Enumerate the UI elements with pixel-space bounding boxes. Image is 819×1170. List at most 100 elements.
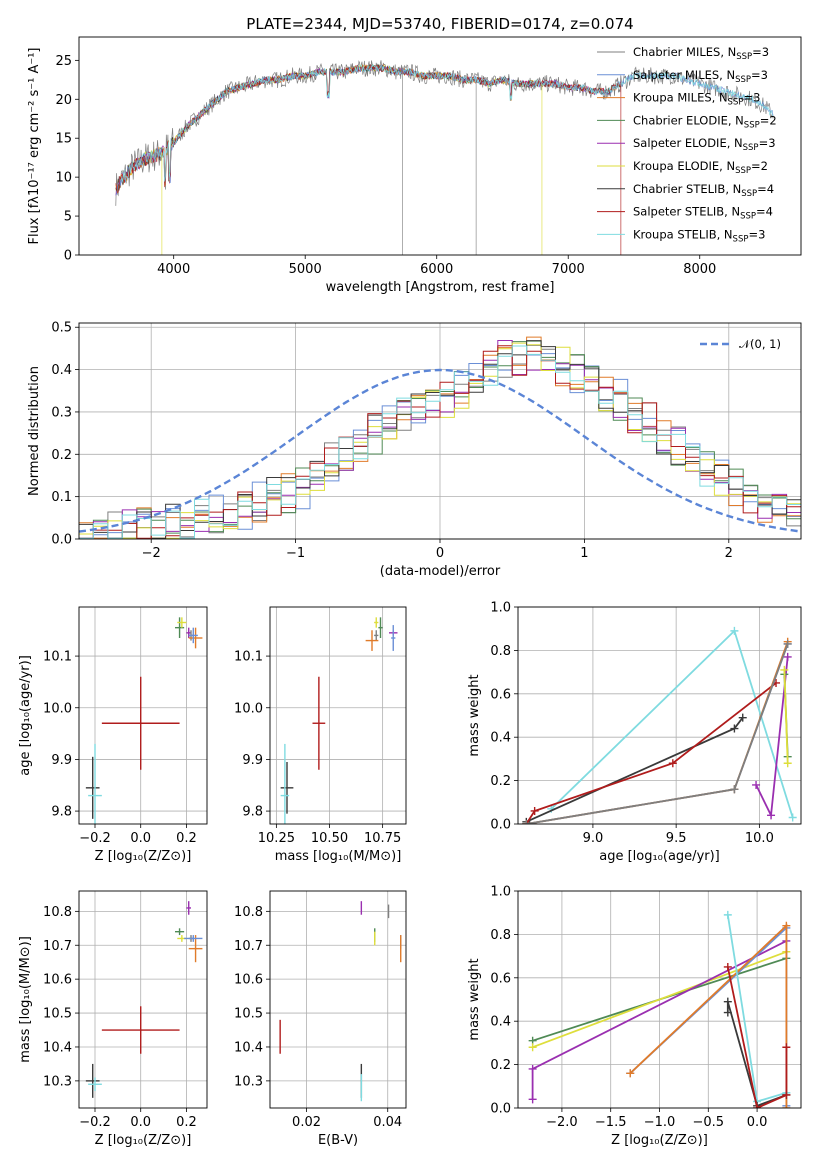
legend-label: 𝒩(0, 1) bbox=[739, 337, 781, 351]
plot-area bbox=[115, 60, 774, 255]
axes-frame bbox=[78, 606, 208, 825]
y-tick-label: 10.1 bbox=[234, 650, 263, 665]
spectrum-title: PLATE=2344, MJD=53740, FIBERID=0174, z=0… bbox=[246, 15, 633, 33]
y-tick-label: 10.3 bbox=[234, 1074, 263, 1089]
weight-marker-salpeter-elodie bbox=[767, 811, 776, 820]
weight-marker-salpeter-elodie bbox=[783, 652, 792, 661]
x-tick-label: −1 bbox=[286, 546, 305, 561]
legend-label: Salpeter STELIB, NSSP=4 bbox=[633, 205, 773, 222]
y-tick-label: 0.0 bbox=[51, 533, 72, 548]
mass-vs-extinction-panel: 0.02 0.04 10.3 10.4 10.5 10.6 10.7 10.8 E(B-V) bbox=[234, 890, 407, 1148]
y-tick-label: 0.2 bbox=[51, 448, 72, 463]
weight-marker-kroupa-stelib bbox=[788, 813, 797, 822]
weight-marker-chabrier-stelib bbox=[723, 997, 732, 1006]
y-axis-label: mass weight bbox=[467, 674, 482, 756]
x-tick-label: 0.02 bbox=[292, 1115, 321, 1130]
y-tick-label: 10 bbox=[55, 171, 72, 186]
weight-marker-salpeter-stelib bbox=[753, 1104, 762, 1108]
weight-marker-chabrier-miles bbox=[783, 639, 792, 648]
legend-suffix: =3 bbox=[748, 227, 765, 241]
legend-subscript: SSP bbox=[743, 143, 759, 153]
y-tick-label: 0.8 bbox=[490, 644, 511, 659]
weight-vs-metallicity-panel: −2.0 −1.5 −1.0 −0.5 0.0 0.0 0.2 0.4 0.6 0.8 1.0 Z [… bbox=[467, 885, 802, 1148]
x-tick-label: −2.0 bbox=[546, 1115, 578, 1130]
y-tick-label: 0.4 bbox=[490, 1015, 511, 1030]
legend-label: Kroupa STELIB, NSSP=3 bbox=[633, 227, 765, 244]
y-tick-label: 9.8 bbox=[242, 805, 263, 820]
x-tick-label: −2 bbox=[142, 546, 161, 561]
legend-label: Salpeter ELODIE, NSSP=3 bbox=[633, 136, 776, 153]
legend-label: Chabrier STELIB, NSSP=4 bbox=[633, 182, 774, 199]
y-tick-label: 10.8 bbox=[43, 905, 72, 920]
x-tick-label: 0.0 bbox=[747, 1115, 768, 1130]
weight-marker-kroupa-miles bbox=[626, 1069, 635, 1078]
y-axis-label: Flux [fλ10⁻¹⁷ erg cm⁻² s⁻¹ A⁻¹] bbox=[27, 48, 42, 245]
weight-marker-salpeter-elodie bbox=[528, 1064, 537, 1073]
x-tick-label: −1.5 bbox=[595, 1115, 627, 1130]
legend-subscript: SSP bbox=[741, 189, 757, 199]
y-tick-label: 10.3 bbox=[43, 1074, 72, 1089]
weight-line-chabrier-miles bbox=[526, 643, 789, 824]
y-tick-label: 5 bbox=[64, 210, 72, 225]
axes-frame bbox=[269, 606, 407, 825]
x-axis-label: E(B-V) bbox=[318, 1133, 358, 1148]
x-axis-label: wavelength [Angstrom, rest frame] bbox=[326, 280, 555, 295]
weight-marker-chabrier-stelib bbox=[723, 1008, 732, 1017]
residual-histogram-panel: −2 −1 0 1 2 0.0 0.1 0.2 0.3 0.4 0.5 (data-model)/er… bbox=[27, 321, 802, 579]
legend-label: Chabrier MILES, NSSP=3 bbox=[633, 45, 769, 62]
x-tick-label: 10.50 bbox=[311, 831, 348, 846]
y-tick-label: 25 bbox=[55, 54, 72, 69]
y-tick-label: 10.0 bbox=[234, 701, 263, 716]
x-tick-label: 0.0 bbox=[130, 1115, 151, 1130]
weight-marker-kroupa-elodie bbox=[528, 1043, 537, 1052]
y-tick-label: 10.7 bbox=[234, 939, 263, 954]
weight-line-salpeter-stelib bbox=[726, 966, 788, 1108]
x-tick-label: 0 bbox=[436, 546, 444, 561]
y-tick-label: 9.8 bbox=[51, 805, 72, 820]
x-tick-label: −0.2 bbox=[79, 831, 111, 846]
plot-area bbox=[280, 617, 398, 824]
y-tick-label: 10.5 bbox=[234, 1007, 263, 1022]
y-tick-label: 20 bbox=[55, 93, 72, 108]
x-tick-label: −0.5 bbox=[693, 1115, 725, 1130]
legend-label: Kroupa ELODIE, NSSP=2 bbox=[633, 159, 768, 176]
y-tick-label: 10.5 bbox=[43, 1007, 72, 1022]
axes-frame bbox=[517, 890, 802, 1109]
weight-vs-age-panel: 9.0 9.5 10.0 0.0 0.2 0.4 0.6 0.8 1.0 age [log₁₀(a… bbox=[467, 601, 802, 864]
age-vs-metallicity-panel: −0.2 0.0 0.2 9.8 9.9 10.0 10.1 Z [log₁₀(Z/Z⊙)] a… bbox=[18, 606, 208, 864]
y-tick-label: 0.2 bbox=[490, 774, 511, 789]
plot-area bbox=[279, 901, 402, 1102]
weight-marker-kroupa-miles bbox=[782, 1104, 791, 1108]
plot-area bbox=[85, 901, 203, 1098]
y-tick-label: 0.4 bbox=[51, 363, 72, 378]
x-tick-label: −1.0 bbox=[644, 1115, 676, 1130]
y-tick-label: 0.0 bbox=[490, 1102, 511, 1117]
y-tick-label: 10.0 bbox=[43, 701, 72, 716]
y-tick-label: 10.4 bbox=[234, 1040, 263, 1055]
y-tick-label: 0.8 bbox=[490, 928, 511, 943]
legend-subscript: SSP bbox=[733, 234, 749, 244]
weight-marker-salpeter-stelib bbox=[668, 759, 677, 768]
legend-subscript: SSP bbox=[728, 98, 744, 108]
x-tick-label: 5000 bbox=[289, 262, 322, 277]
legend-label: Kroupa MILES, NSSP=3 bbox=[633, 91, 760, 108]
y-tick-label: 10.1 bbox=[43, 650, 72, 665]
x-axis-label: (data-model)/error bbox=[380, 564, 501, 579]
legend-subscript: SSP bbox=[735, 75, 751, 85]
axes-frame bbox=[78, 890, 208, 1109]
x-axis-label: age [log₁₀(age/yr)] bbox=[599, 849, 720, 864]
x-axis-label: Z [log₁₀(Z/Z⊙)] bbox=[611, 1133, 708, 1148]
legend-suffix: =4 bbox=[756, 205, 773, 219]
weight-marker-kroupa-stelib bbox=[723, 910, 732, 919]
x-tick-label: 2 bbox=[725, 546, 733, 561]
y-axis-label: mass weight bbox=[467, 958, 482, 1040]
axes-frame bbox=[517, 606, 802, 825]
weight-marker-salpeter-elodie bbox=[752, 780, 761, 789]
y-tick-label: 9.9 bbox=[242, 753, 263, 768]
legend-suffix: =3 bbox=[752, 45, 769, 59]
y-tick-label: 9.9 bbox=[51, 753, 72, 768]
spectrum-panel: 4000 5000 6000 7000 8000 0 5 10 15 20 25 wavelength… bbox=[27, 36, 802, 295]
spectrum-line-kroupa-stelib bbox=[120, 64, 774, 182]
legend-suffix: =2 bbox=[751, 159, 768, 173]
